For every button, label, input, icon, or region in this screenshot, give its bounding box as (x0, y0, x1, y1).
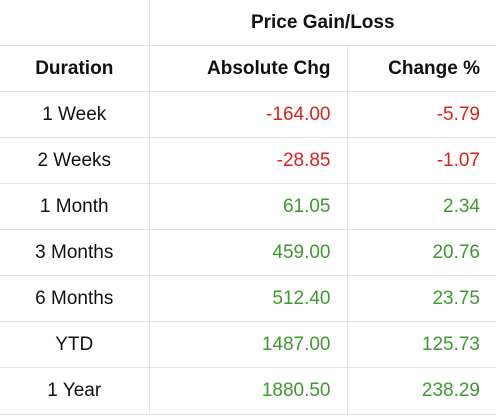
percent-change-cell: 23.75 (346, 275, 496, 322)
group-header-row: Price Gain/Loss (0, 0, 496, 46)
percent-change-cell: 20.76 (346, 229, 496, 276)
table-row: 1 Month 61.05 2.34 (0, 183, 496, 230)
absolute-change-cell: 61.05 (148, 183, 348, 230)
column-header-change-percent: Change % (346, 45, 496, 92)
column-header-row: Duration Absolute Chg Change % (0, 45, 496, 92)
duration-cell: 1 Month (0, 183, 150, 230)
duration-cell: 2 Weeks (0, 137, 150, 184)
table-row: 2 Weeks -28.85 -1.07 (0, 137, 496, 184)
absolute-change-cell: 1487.00 (148, 321, 348, 368)
table-row: YTD 1487.00 125.73 (0, 321, 496, 368)
column-header-absolute-chg: Absolute Chg (148, 45, 348, 92)
column-header-duration: Duration (0, 45, 150, 92)
percent-change-cell: -1.07 (346, 137, 496, 184)
absolute-change-cell: 459.00 (148, 229, 348, 276)
absolute-change-cell: 512.40 (148, 275, 348, 322)
duration-cell: YTD (0, 321, 150, 368)
duration-cell: 1 Year (0, 367, 150, 415)
table-row: 1 Week -164.00 -5.79 (0, 91, 496, 138)
percent-change-cell: 125.73 (346, 321, 496, 368)
absolute-change-cell: 1880.50 (148, 367, 348, 415)
duration-cell: 3 Months (0, 229, 150, 276)
table-row: 3 Months 459.00 20.76 (0, 229, 496, 276)
absolute-change-cell: -164.00 (148, 91, 348, 138)
absolute-change-cell: -28.85 (148, 137, 348, 184)
table-row: 6 Months 512.40 23.75 (0, 275, 496, 322)
percent-change-cell: 2.34 (346, 183, 496, 230)
percent-change-cell: 238.29 (346, 367, 496, 415)
group-header-title: Price Gain/Loss (148, 0, 496, 46)
percent-change-cell: -5.79 (346, 91, 496, 138)
empty-header-cell (0, 0, 150, 46)
duration-cell: 1 Week (0, 91, 150, 138)
duration-cell: 6 Months (0, 275, 150, 322)
table-row: 1 Year 1880.50 238.29 (0, 367, 496, 415)
